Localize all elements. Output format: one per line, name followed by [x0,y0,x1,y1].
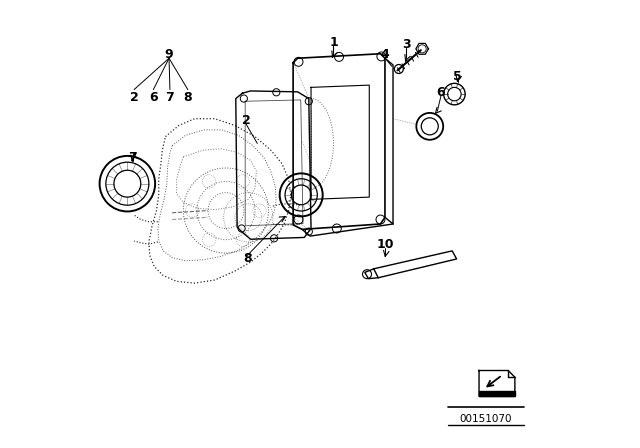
Text: 9: 9 [164,48,173,61]
Text: 2: 2 [130,91,138,104]
Text: 00151070: 00151070 [460,414,512,424]
Text: 2: 2 [242,114,250,128]
Text: 6: 6 [149,91,157,104]
Text: 1: 1 [329,36,338,49]
Text: 8: 8 [243,251,252,265]
Text: 8: 8 [184,91,192,104]
Polygon shape [479,391,515,396]
Text: 10: 10 [377,237,394,251]
Text: 7: 7 [166,91,174,104]
Text: 6: 6 [436,86,445,99]
Text: 5: 5 [453,69,462,83]
Text: 7: 7 [129,151,137,164]
Text: 4: 4 [381,48,389,61]
Text: 3: 3 [402,38,411,52]
